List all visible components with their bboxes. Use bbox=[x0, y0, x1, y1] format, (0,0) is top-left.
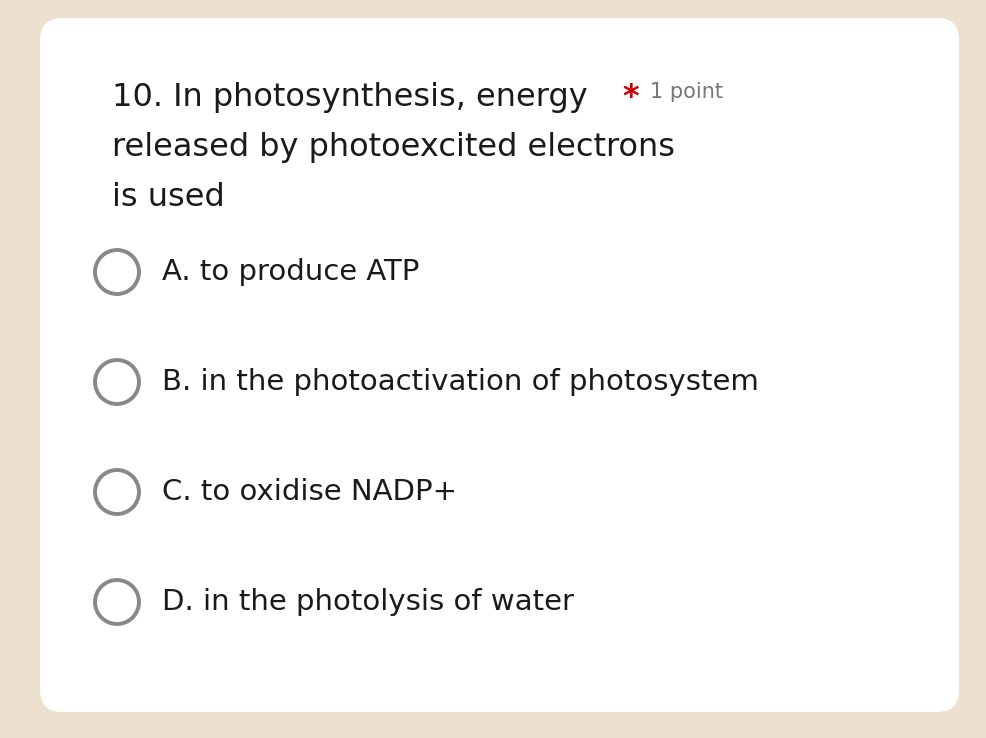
FancyBboxPatch shape bbox=[40, 18, 958, 712]
Text: A. to produce ATP: A. to produce ATP bbox=[162, 258, 419, 286]
Text: released by photoexcited electrons: released by photoexcited electrons bbox=[111, 132, 674, 163]
Text: D. in the photolysis of water: D. in the photolysis of water bbox=[162, 588, 574, 616]
Circle shape bbox=[95, 250, 139, 294]
Circle shape bbox=[95, 470, 139, 514]
Text: is used: is used bbox=[111, 182, 225, 213]
Text: *: * bbox=[621, 82, 638, 113]
Text: C. to oxidise NADP+: C. to oxidise NADP+ bbox=[162, 478, 457, 506]
Text: 10. In photosynthesis, energy: 10. In photosynthesis, energy bbox=[111, 82, 587, 113]
Text: 1 point: 1 point bbox=[650, 82, 723, 102]
Circle shape bbox=[95, 360, 139, 404]
Circle shape bbox=[95, 580, 139, 624]
Text: B. in the photoactivation of photosystem: B. in the photoactivation of photosystem bbox=[162, 368, 758, 396]
